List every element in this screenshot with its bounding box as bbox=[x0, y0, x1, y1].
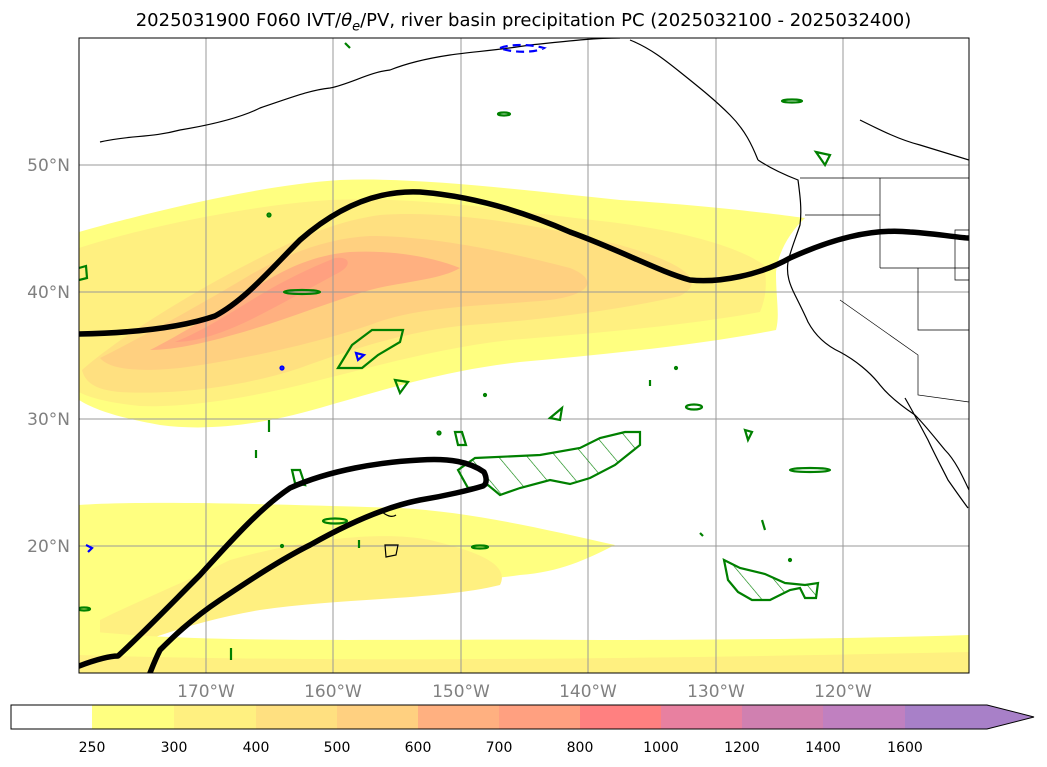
map-area bbox=[79, 38, 969, 673]
lon-label: 150°W bbox=[432, 682, 490, 702]
lon-label: 170°W bbox=[177, 682, 235, 702]
lat-label: 40°N bbox=[27, 283, 70, 303]
colorbar-segment bbox=[92, 705, 174, 729]
title-prefix: 2025031900 F060 IVT/ bbox=[135, 10, 342, 31]
colorbar-label: 300 bbox=[161, 740, 188, 756]
colorbar-segment bbox=[661, 705, 742, 729]
title-theta-sub: e bbox=[352, 19, 361, 35]
map-frame bbox=[78, 37, 970, 674]
colorbar: 250 300 400 500 600 700 800 1000 1200 14… bbox=[10, 704, 1035, 756]
colorbar-labels: 250 300 400 500 600 700 800 1000 1200 14… bbox=[79, 740, 923, 756]
colorbar-segment bbox=[174, 705, 256, 729]
colorbar-label: 1000 bbox=[643, 740, 679, 756]
blue-contours bbox=[85, 43, 547, 553]
colorbar-label: 800 bbox=[567, 740, 594, 756]
lon-label: 120°W bbox=[814, 682, 872, 702]
colorbar-extend-arrow bbox=[905, 705, 1034, 729]
colorbar-label: 1400 bbox=[805, 740, 841, 756]
lon-label: 140°W bbox=[559, 682, 617, 702]
map-gridlines bbox=[79, 38, 969, 673]
colorbar-label: 500 bbox=[324, 740, 351, 756]
colorbar-label: 1200 bbox=[724, 740, 760, 756]
state-borders bbox=[800, 177, 969, 403]
colorbar-segment bbox=[256, 705, 337, 729]
lon-axis-labels: 170°W 160°W 150°W 140°W 130°W 120°W bbox=[177, 682, 872, 702]
colorbar-segments bbox=[11, 705, 1034, 729]
title-suffix: /PV, river basin precipitation PC (20250… bbox=[360, 10, 912, 31]
title-theta: θ bbox=[341, 10, 353, 31]
lat-label: 30°N bbox=[27, 410, 70, 430]
map-title: 2025031900 F060 IVT/θe/PV, river basin p… bbox=[0, 10, 1047, 35]
colorbar-outline bbox=[10, 704, 1035, 730]
lat-label: 20°N bbox=[27, 537, 70, 557]
ivt-south-300-region bbox=[100, 536, 502, 660]
precip-contours bbox=[79, 42, 832, 660]
lon-label: 160°W bbox=[304, 682, 362, 702]
colorbar-segment bbox=[11, 705, 92, 729]
colorbar-segment bbox=[823, 705, 905, 729]
colorbar-label: 400 bbox=[243, 740, 270, 756]
lat-label: 50°N bbox=[27, 156, 70, 176]
colorbar-segment bbox=[337, 705, 418, 729]
pv-contour bbox=[79, 189, 969, 673]
colorbar-segment bbox=[499, 705, 580, 729]
lat-axis-labels: 50°N 40°N 30°N 20°N bbox=[27, 156, 70, 557]
colorbar-segment bbox=[418, 705, 499, 729]
colorbar-segment bbox=[742, 705, 823, 729]
colorbar-label: 1600 bbox=[887, 740, 923, 756]
lon-label: 130°W bbox=[687, 682, 745, 702]
colorbar-label: 250 bbox=[79, 740, 106, 756]
ivt-700-800-region bbox=[175, 257, 348, 342]
ivt-shading bbox=[79, 179, 969, 673]
colorbar-label: 700 bbox=[486, 740, 513, 756]
colorbar-segment bbox=[580, 705, 661, 729]
colorbar-label: 600 bbox=[405, 740, 432, 756]
ivt-bottom-300-region bbox=[79, 652, 969, 673]
